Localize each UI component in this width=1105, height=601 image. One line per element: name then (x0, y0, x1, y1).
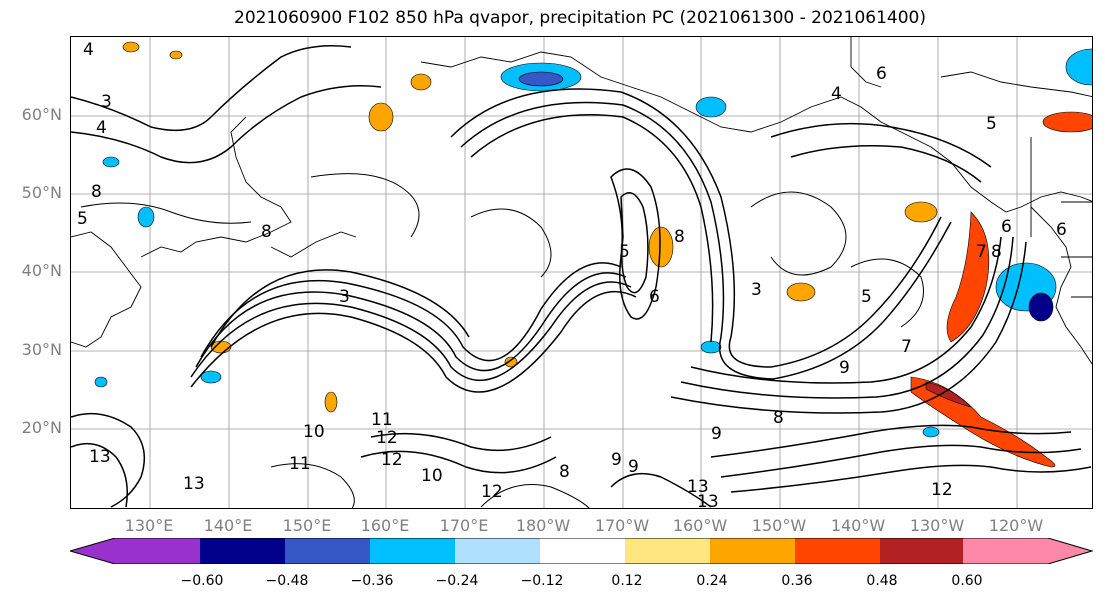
contour-label: 9 (711, 424, 722, 444)
lon-label: 160°E (360, 516, 410, 535)
coastlines (71, 37, 1092, 365)
colorbar-tick-label: 0.60 (951, 573, 983, 589)
contour-label: 4 (831, 84, 842, 104)
colorbar-segment-7 (710, 538, 795, 564)
map-canvas: 4 3 4 8 5 6 8 3 5 4 6 5 8 3 9 7 9 12 10 … (71, 37, 1092, 509)
contour-labels: 4 3 4 8 5 6 8 3 5 4 6 5 8 3 9 7 9 12 10 … (77, 40, 1067, 509)
colorbar-tick-label: −0.24 (435, 573, 479, 589)
contour-label: 3 (101, 92, 112, 112)
contour-label: 13 (697, 492, 719, 509)
contour-label: 12 (376, 428, 398, 448)
colorbar-segment-9 (880, 538, 965, 564)
contour-label: 9 (628, 457, 639, 477)
contour-label: 13 (687, 477, 709, 497)
colorbar-tick-label: −0.12 (520, 573, 564, 589)
contour-label: 6 (876, 64, 887, 84)
colorbar-segment-8 (795, 538, 880, 564)
contour-label: 9 (839, 358, 850, 378)
contour-label: 6 (649, 287, 660, 307)
lon-label: 160°W (672, 516, 728, 535)
contour-label: 5 (77, 209, 88, 229)
contour-label: 8 (261, 222, 272, 242)
contour-label: 12 (481, 482, 503, 502)
map-title: 2021060900 F102 850 hPa qvapor, precipit… (234, 8, 926, 28)
contour-lines-thin (80, 173, 924, 508)
lon-label: 120°W (988, 516, 1044, 535)
contour-label: 8 (991, 242, 1002, 262)
contour-label: 11 (371, 410, 393, 430)
lat-label-50n: 50°N (21, 183, 62, 202)
contour-label: 10 (421, 466, 443, 486)
colorbar-segment-3 (370, 538, 455, 564)
colorbar-segment-5 (540, 538, 625, 564)
colorbar-segment-6 (625, 538, 710, 564)
lat-label-40n: 40°N (21, 261, 62, 280)
colorbar (70, 538, 1093, 564)
lon-label: 150°W (751, 516, 807, 535)
colorbar-segment-0 (70, 538, 200, 564)
contour-lines (71, 45, 1092, 508)
contour-label: 5 (986, 114, 997, 134)
contour-label: 13 (89, 447, 111, 467)
contour-label: 6 (1056, 220, 1067, 240)
contour-label: 8 (559, 462, 570, 482)
colorbar-tick-label: −0.60 (180, 573, 224, 589)
lat-label-30n: 30°N (21, 340, 62, 359)
lon-label: 170°W (594, 516, 650, 535)
colorbar-tick-label: 0.36 (781, 573, 813, 589)
lon-label: 180°W (515, 516, 571, 535)
lon-label: 130°E (124, 516, 174, 535)
gridlines (71, 37, 1092, 508)
map-panel: 4 3 4 8 5 6 8 3 5 4 6 5 8 3 9 7 9 12 10 … (70, 36, 1093, 509)
contour-label: 13 (183, 474, 205, 494)
lon-label: 150°E (282, 516, 332, 535)
contour-label: 8 (674, 227, 685, 247)
contour-label: 12 (381, 450, 403, 470)
colorbar-segment-1 (200, 538, 285, 564)
lon-label: 130°W (909, 516, 965, 535)
contour-label: 8 (91, 182, 102, 202)
colorbar-segment-2 (285, 538, 370, 564)
precip-patches (94, 41, 1092, 468)
contour-label: 4 (96, 118, 107, 138)
lon-label: 140°W (830, 516, 886, 535)
contour-label: 7 (901, 337, 912, 357)
contour-label: 12 (931, 480, 953, 500)
contour-label: 5 (861, 287, 872, 307)
contour-label: 10 (303, 422, 325, 442)
contour-label: 4 (83, 40, 94, 60)
colorbar-tick-label: 0.24 (696, 573, 728, 589)
contour-label: 9 (611, 450, 622, 470)
lon-label: 170°E (439, 516, 489, 535)
contour-label: 6 (1001, 217, 1012, 237)
colorbar-tick-label: 0.48 (866, 573, 898, 589)
contour-label: 11 (289, 454, 311, 474)
colorbar-tick-label: −0.36 (350, 573, 394, 589)
contour-label: 8 (773, 408, 784, 428)
colorbar-outline (70, 538, 1093, 564)
colorbar-segment-4 (455, 538, 540, 564)
contour-label: 3 (751, 280, 762, 300)
lat-label-60n: 60°N (21, 105, 62, 124)
colorbar-segment-10 (963, 538, 1092, 564)
lat-label-20n: 20°N (21, 418, 62, 437)
lon-label: 140°E (203, 516, 253, 535)
colorbar-tick-label: 0.12 (611, 573, 643, 589)
colorbar-tick-label: −0.48 (265, 573, 309, 589)
contour-label: 3 (339, 287, 350, 307)
contour-label: 7 (976, 242, 987, 262)
contour-label: 5 (619, 242, 630, 262)
